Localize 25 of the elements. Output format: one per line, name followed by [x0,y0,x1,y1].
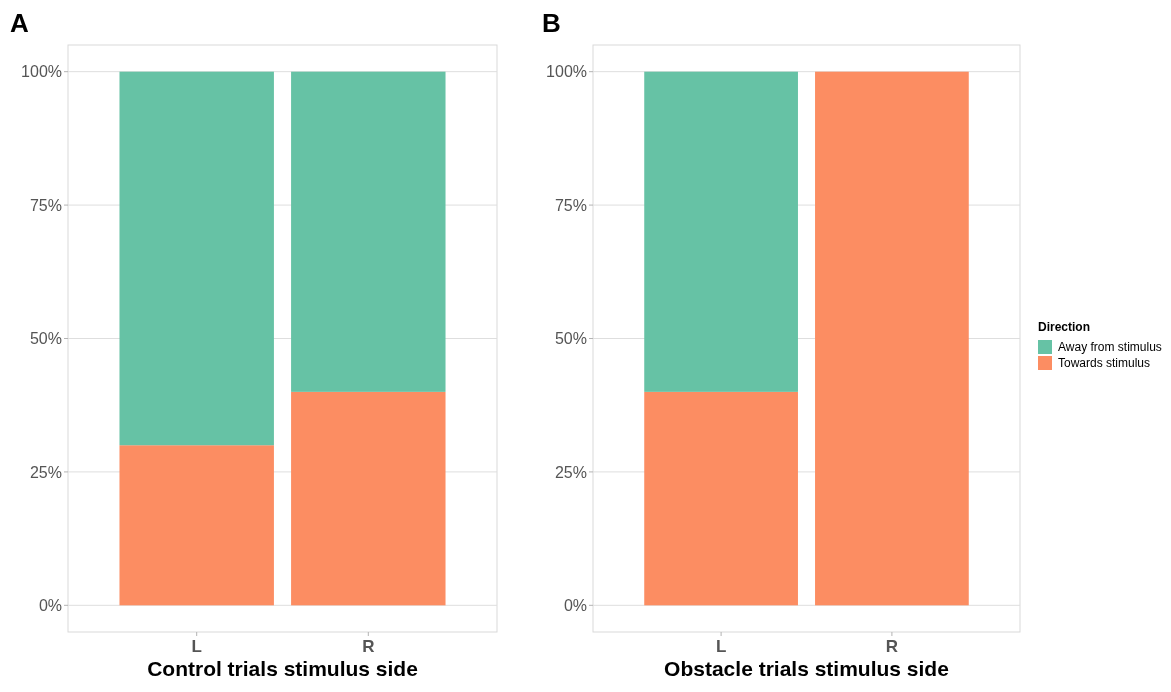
y-tick-label: 0% [38,596,62,614]
bar [291,71,446,392]
x-tick-label: R [362,637,375,656]
y-tick-label: 50% [29,330,62,348]
y-tick-label: 25% [554,463,587,481]
legend-title: Direction [1038,320,1091,334]
y-tick-label: 75% [554,196,587,214]
legend-label: Towards stimulus [1058,356,1151,371]
x-axis-title: Control trials stimulus side [147,657,418,680]
chart-title: B [542,8,561,38]
bar [119,445,274,606]
legend-label: Away from stimulus [1058,340,1162,355]
y-tick-label: 0% [563,596,587,614]
x-tick-label: L [715,637,727,656]
y-tick-label: 75% [29,196,62,214]
y-tick-label: 50% [554,330,587,348]
y-tick-label: 100% [21,63,62,81]
y-tick-label: 100% [546,63,587,81]
chart-title: A [10,8,29,38]
x-tick-label: R [885,637,899,656]
x-axis-title: Obstacle trials stimulus side [664,657,949,680]
y-tick-label: 25% [29,463,62,481]
x-tick-label: L [191,637,202,656]
bar [291,391,446,606]
bar [119,71,274,446]
